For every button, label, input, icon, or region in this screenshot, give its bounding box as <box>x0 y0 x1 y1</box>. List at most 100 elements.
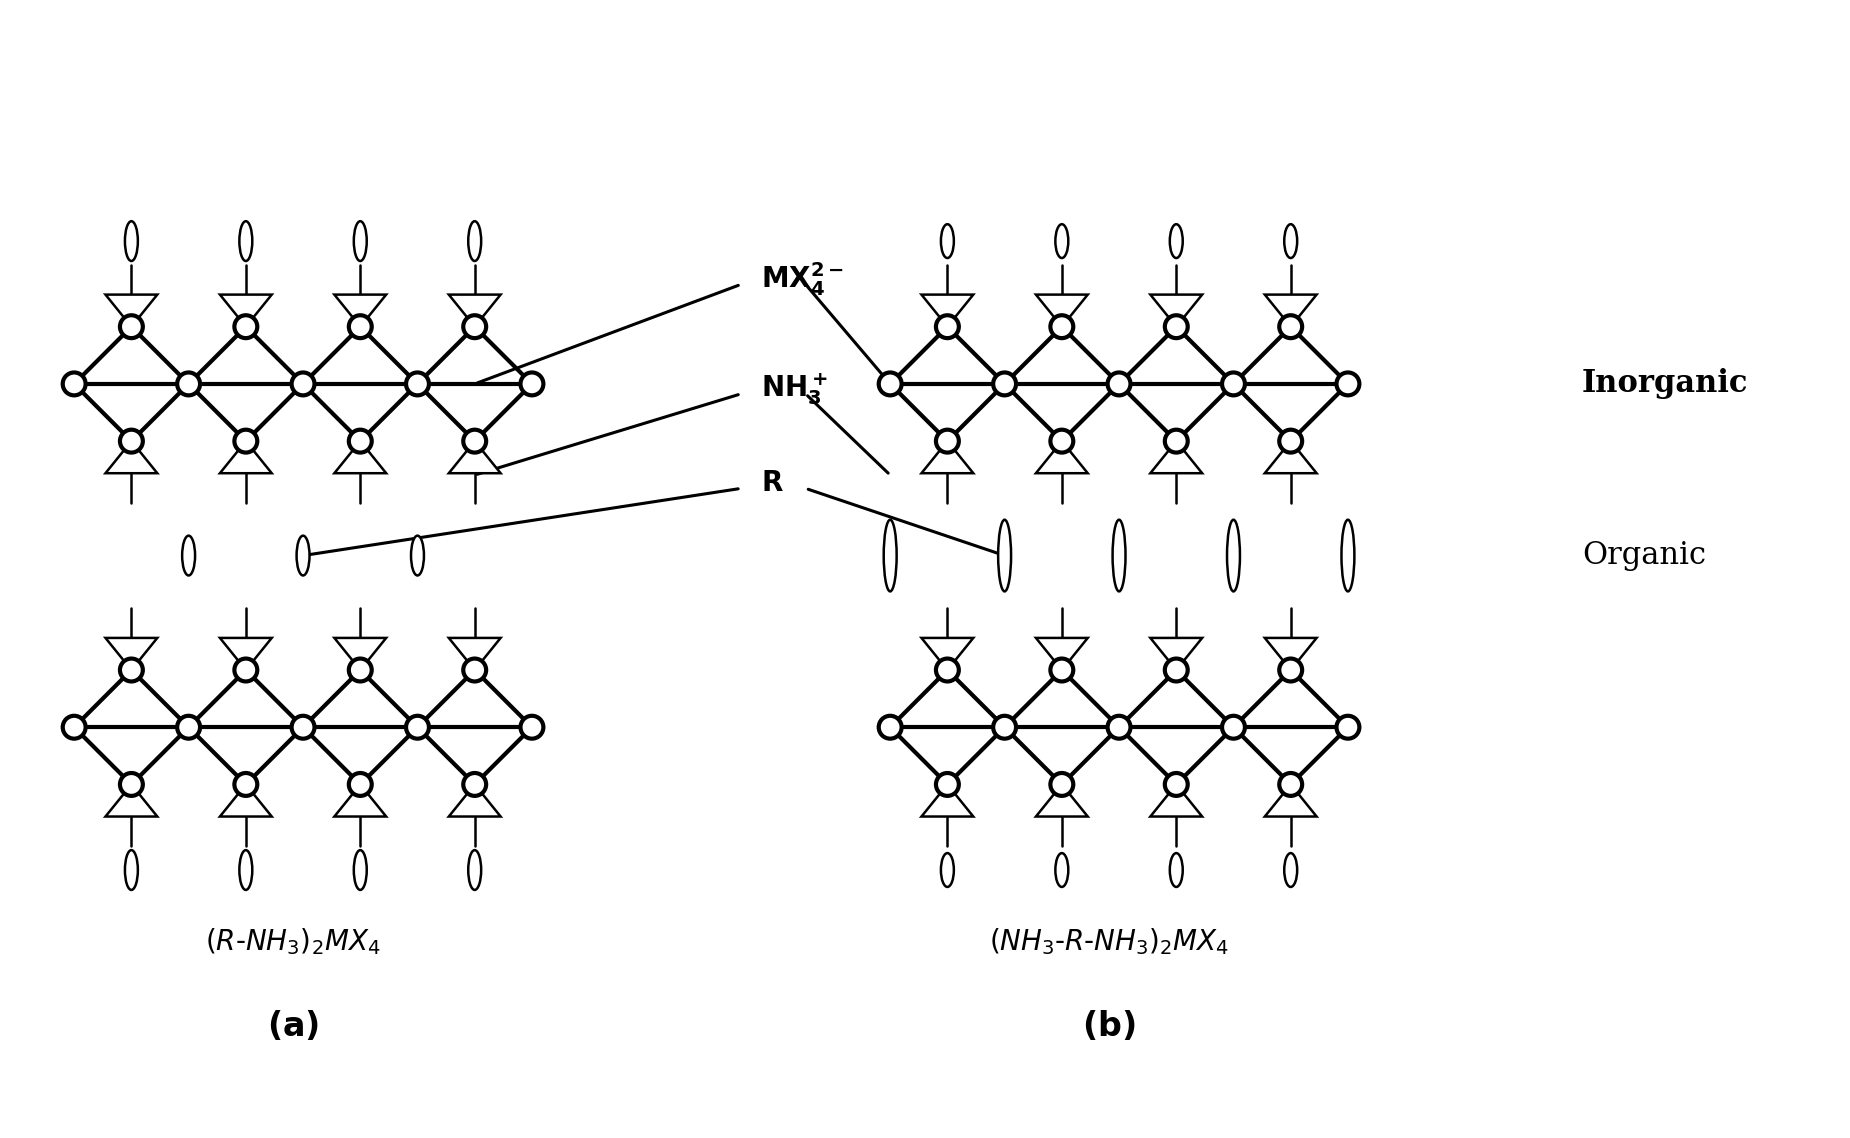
Circle shape <box>120 430 142 453</box>
Polygon shape <box>105 442 157 473</box>
Polygon shape <box>450 442 501 473</box>
Ellipse shape <box>1284 854 1297 887</box>
Circle shape <box>1223 716 1245 739</box>
Circle shape <box>120 659 142 682</box>
Circle shape <box>1336 372 1360 395</box>
Circle shape <box>1223 372 1245 395</box>
Polygon shape <box>1036 442 1088 473</box>
Polygon shape <box>220 784 272 817</box>
Text: $(R\text{-}NH_3)_2MX_4$: $(R\text{-}NH_3)_2MX_4$ <box>205 926 381 957</box>
Ellipse shape <box>1054 224 1067 258</box>
Circle shape <box>462 430 487 453</box>
Ellipse shape <box>468 850 481 890</box>
Polygon shape <box>105 295 157 327</box>
Text: Organic: Organic <box>1582 541 1706 571</box>
Circle shape <box>1051 430 1073 453</box>
Polygon shape <box>1151 784 1202 817</box>
Ellipse shape <box>353 221 366 261</box>
Circle shape <box>936 430 958 453</box>
Ellipse shape <box>296 536 309 576</box>
Ellipse shape <box>942 854 955 887</box>
Text: Inorganic: Inorganic <box>1582 369 1748 399</box>
Polygon shape <box>1265 784 1317 817</box>
Ellipse shape <box>1284 224 1297 258</box>
Ellipse shape <box>126 850 139 890</box>
Circle shape <box>405 716 429 739</box>
Circle shape <box>993 372 1016 395</box>
Circle shape <box>462 315 487 338</box>
Circle shape <box>350 430 372 453</box>
Polygon shape <box>105 784 157 817</box>
Circle shape <box>120 773 142 795</box>
Ellipse shape <box>1169 224 1182 258</box>
Circle shape <box>993 716 1016 739</box>
Ellipse shape <box>468 221 481 261</box>
Polygon shape <box>1265 442 1317 473</box>
Circle shape <box>292 372 315 395</box>
Circle shape <box>936 659 958 682</box>
Circle shape <box>879 372 901 395</box>
Circle shape <box>350 315 372 338</box>
Polygon shape <box>921 442 973 473</box>
Polygon shape <box>1151 638 1202 670</box>
Ellipse shape <box>1341 520 1354 592</box>
Text: $\mathbf{MX_4^{2-}}$: $\mathbf{MX_4^{2-}}$ <box>760 261 844 298</box>
Circle shape <box>235 315 257 338</box>
Ellipse shape <box>239 850 252 890</box>
Ellipse shape <box>181 536 194 576</box>
Polygon shape <box>921 638 973 670</box>
Ellipse shape <box>126 221 139 261</box>
Polygon shape <box>1151 442 1202 473</box>
Circle shape <box>1051 659 1073 682</box>
Text: $(NH_3\text{-}R\text{-}NH_3)_2MX_4$: $(NH_3\text{-}R\text{-}NH_3)_2MX_4$ <box>990 926 1228 957</box>
Text: $\mathbf{(a)}$: $\mathbf{(a)}$ <box>266 1008 320 1042</box>
Circle shape <box>235 773 257 795</box>
Circle shape <box>462 773 487 795</box>
Polygon shape <box>1151 295 1202 327</box>
Circle shape <box>350 659 372 682</box>
Polygon shape <box>1265 638 1317 670</box>
Polygon shape <box>450 295 501 327</box>
Circle shape <box>520 372 544 395</box>
Polygon shape <box>1036 784 1088 817</box>
Polygon shape <box>335 784 387 817</box>
Circle shape <box>1166 430 1188 453</box>
Circle shape <box>1051 315 1073 338</box>
Polygon shape <box>921 295 973 327</box>
Circle shape <box>235 430 257 453</box>
Polygon shape <box>1036 295 1088 327</box>
Circle shape <box>1051 773 1073 795</box>
Polygon shape <box>1265 295 1317 327</box>
Circle shape <box>1166 773 1188 795</box>
Ellipse shape <box>411 536 424 576</box>
Text: $\mathbf{(b)}$: $\mathbf{(b)}$ <box>1082 1008 1136 1042</box>
Circle shape <box>1278 430 1302 453</box>
Polygon shape <box>921 784 973 817</box>
Polygon shape <box>220 295 272 327</box>
Polygon shape <box>450 638 501 670</box>
Circle shape <box>879 716 901 739</box>
Circle shape <box>405 372 429 395</box>
Polygon shape <box>335 295 387 327</box>
Circle shape <box>63 716 85 739</box>
Ellipse shape <box>1169 854 1182 887</box>
Polygon shape <box>105 638 157 670</box>
Polygon shape <box>335 638 387 670</box>
Circle shape <box>350 773 372 795</box>
Ellipse shape <box>884 520 897 592</box>
Circle shape <box>1278 773 1302 795</box>
Circle shape <box>1166 315 1188 338</box>
Polygon shape <box>450 784 501 817</box>
Circle shape <box>1278 659 1302 682</box>
Circle shape <box>520 716 544 739</box>
Circle shape <box>462 659 487 682</box>
Circle shape <box>235 659 257 682</box>
Polygon shape <box>335 442 387 473</box>
Circle shape <box>936 773 958 795</box>
Circle shape <box>178 372 200 395</box>
Circle shape <box>292 716 315 739</box>
Circle shape <box>120 315 142 338</box>
Polygon shape <box>220 442 272 473</box>
Circle shape <box>1278 315 1302 338</box>
Ellipse shape <box>1054 854 1067 887</box>
